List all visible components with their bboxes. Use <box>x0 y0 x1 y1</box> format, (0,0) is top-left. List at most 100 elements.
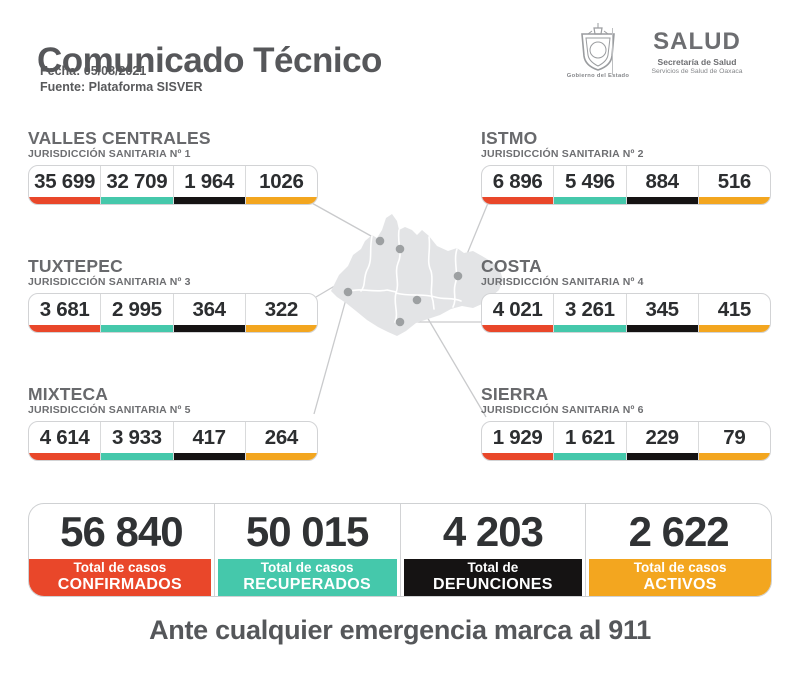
jurisdiction-name: MIXTECA <box>28 384 109 404</box>
deaths-cell: 417 <box>172 422 245 460</box>
report-meta: Fecha: 05/08/2021 Fuente: Plataforma SIS… <box>40 63 203 96</box>
active-strip <box>245 325 317 332</box>
page-title: Comunicado Técnico <box>37 41 382 81</box>
active-count: 79 <box>723 425 746 449</box>
total-label-line1: Total de casos <box>260 559 354 575</box>
total-label-line1: Total de casos <box>633 559 727 575</box>
deaths-strip <box>173 325 245 332</box>
total-recovered-value: 50 015 <box>245 507 369 555</box>
recovered-count: 2 995 <box>111 297 162 321</box>
active-strip <box>698 197 770 204</box>
total-active-value: 2 622 <box>628 507 730 555</box>
total-label-line2: DEFUNCIONES <box>432 575 553 593</box>
recovered-cell: 32 709 <box>100 166 173 204</box>
total-label-line2: CONFIRMADOS <box>57 575 182 593</box>
confirmed-cell: 35 699 <box>29 166 101 204</box>
jurisdiction-name: COSTA <box>481 256 542 276</box>
active-cell: 322 <box>244 294 317 332</box>
confirmed-count: 4 614 <box>39 425 90 449</box>
confirmed-strip <box>482 197 554 204</box>
total-deaths: 4 203 Total de DEFUNCIONES <box>399 504 586 596</box>
active-count: 516 <box>717 169 752 193</box>
total-label-line1: Total de casos <box>73 559 167 575</box>
jurisdiction-subtitle: JURISDICCIÓN SANITARIA Nº 1 <box>28 148 191 160</box>
salud-wordmark: SALUD Secretaría de Salud Servicios de S… <box>622 28 772 76</box>
confirmed-count: 6 896 <box>492 169 543 193</box>
recovered-cell: 3 933 <box>100 422 173 460</box>
logo-divider <box>612 28 613 75</box>
jurisdiction-card-tuxtepec: TUXTEPEC JURISDICCIÓN SANITARIA Nº 3 3 6… <box>28 256 318 333</box>
recovered-strip <box>554 453 626 460</box>
total-active-label: Total de casos ACTIVOS <box>589 559 771 596</box>
report-date: Fecha: 05/08/2021 <box>40 64 147 78</box>
jurisdiction-name: TUXTEPEC <box>28 256 123 276</box>
deaths-count: 364 <box>192 297 226 321</box>
total-confirmed-label: Total de casos CONFIRMADOS <box>29 559 211 596</box>
recovered-count: 1 621 <box>564 425 615 449</box>
active-cell: 516 <box>697 166 770 204</box>
recovered-strip <box>101 453 173 460</box>
stat-box: 1 929 1 621 229 79 <box>481 421 771 461</box>
confirmed-strip <box>29 453 101 460</box>
jurisdiction-card-sierra: SIERRA JURISDICCIÓN SANITARIA Nº 6 1 929… <box>481 384 771 461</box>
recovered-strip <box>101 197 173 204</box>
state-totals-bar: 56 840 Total de casos CONFIRMADOS 50 015… <box>28 503 772 597</box>
deaths-strip <box>173 453 245 460</box>
recovered-strip <box>101 325 173 332</box>
report-source: Fuente: Plataforma SISVER <box>40 80 203 95</box>
active-count: 264 <box>264 425 299 449</box>
government-crest-icon <box>581 23 615 71</box>
total-confirmed-value: 56 840 <box>60 507 183 555</box>
confirmed-count: 35 699 <box>34 169 96 193</box>
deaths-strip <box>626 325 698 332</box>
confirmed-cell: 1 929 <box>482 422 554 460</box>
total-recovered-label: Total de casos RECUPERADOS <box>217 559 397 596</box>
jurisdiction-subtitle: JURISDICCIÓN SANITARIA Nº 5 <box>28 404 191 416</box>
recovered-cell: 2 995 <box>100 294 173 332</box>
total-recovered: 50 015 Total de casos RECUPERADOS <box>213 504 400 596</box>
confirmed-cell: 4 021 <box>482 294 554 332</box>
salud-name: SALUD <box>653 28 741 55</box>
active-strip <box>245 197 317 204</box>
active-cell: 415 <box>697 294 770 332</box>
deaths-cell: 1 964 <box>172 166 245 204</box>
confirmed-strip <box>29 325 101 332</box>
oaxaca-state-shape <box>331 214 503 336</box>
total-confirmed: 56 840 Total de casos CONFIRMADOS <box>29 504 214 596</box>
jurisdiction-card-istmo: ISTMO JURISDICCIÓN SANITARIA Nº 2 6 896 … <box>481 128 771 205</box>
active-count: 415 <box>717 297 752 321</box>
jurisdiction-card-valles-centrales: VALLES CENTRALES JURISDICCIÓN SANITARIA … <box>28 128 318 205</box>
stat-box: 4 614 3 933 417 264 <box>28 421 318 461</box>
total-label-line2: ACTIVOS <box>643 575 717 593</box>
deaths-count: 417 <box>192 425 226 449</box>
confirmed-cell: 3 681 <box>29 294 101 332</box>
confirmed-strip <box>482 325 554 332</box>
jurisdiction-subtitle: JURISDICCIÓN SANITARIA Nº 6 <box>481 404 644 416</box>
recovered-strip <box>554 325 626 332</box>
stat-box: 6 896 5 496 884 516 <box>481 165 771 205</box>
recovered-count: 5 496 <box>564 169 615 193</box>
active-strip <box>698 325 770 332</box>
deaths-strip <box>173 197 245 204</box>
map-marker-dot <box>343 236 463 327</box>
active-count: 1026 <box>259 169 304 193</box>
confirmed-count: 1 929 <box>492 425 543 449</box>
recovered-cell: 5 496 <box>553 166 626 204</box>
active-strip <box>698 453 770 460</box>
stat-box: 3 681 2 995 364 322 <box>28 293 318 333</box>
active-cell: 264 <box>244 422 317 460</box>
confirmed-count: 4 021 <box>492 297 543 321</box>
salud-subtitle-1: Secretaría de Salud <box>657 57 737 67</box>
confirmed-strip <box>482 453 554 460</box>
confirmed-strip <box>29 197 101 204</box>
active-cell: 79 <box>697 422 770 460</box>
connector-line <box>309 201 489 418</box>
recovered-count: 3 933 <box>111 425 162 449</box>
active-cell: 1026 <box>244 166 317 204</box>
confirmed-count: 3 681 <box>39 297 90 321</box>
recovered-cell: 1 621 <box>553 422 626 460</box>
active-strip <box>245 453 317 460</box>
recovered-cell: 3 261 <box>553 294 626 332</box>
